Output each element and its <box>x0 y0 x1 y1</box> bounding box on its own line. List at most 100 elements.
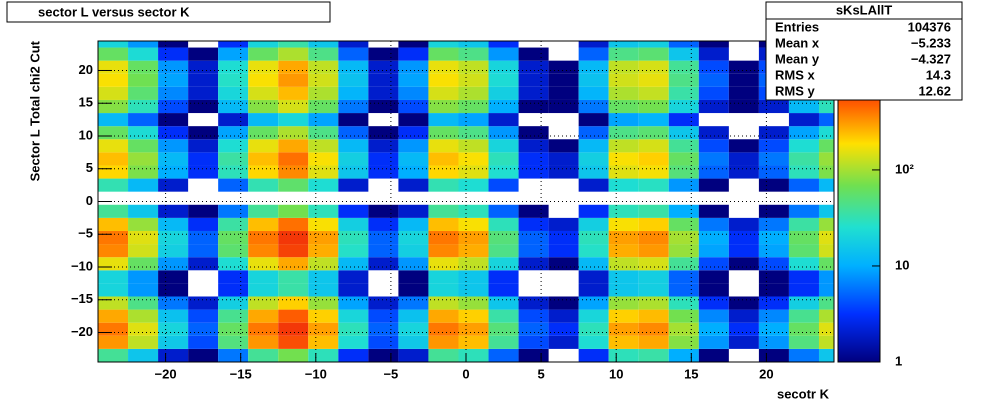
cell <box>818 152 834 166</box>
cell <box>818 139 834 153</box>
cell <box>548 165 579 179</box>
cell <box>248 230 279 245</box>
cell <box>308 99 339 114</box>
cell <box>248 41 279 48</box>
stats-name: Mean x <box>775 35 820 50</box>
cell <box>308 86 339 100</box>
cell <box>218 41 249 48</box>
y-tick-label: 20 <box>79 62 93 77</box>
cell <box>308 230 339 245</box>
cell <box>458 47 489 61</box>
cell <box>158 73 189 87</box>
cell <box>698 165 729 179</box>
cell <box>278 270 309 284</box>
cell <box>398 165 429 179</box>
cell <box>368 99 399 114</box>
cell <box>278 283 309 297</box>
cell <box>488 322 519 336</box>
cell <box>188 348 219 362</box>
cell <box>638 139 669 153</box>
cell <box>398 244 429 258</box>
cell <box>398 99 429 114</box>
x-tick-label: 5 <box>537 366 544 381</box>
cell <box>278 86 309 100</box>
cell <box>518 296 549 310</box>
cell <box>458 283 489 297</box>
cell <box>248 244 279 258</box>
x-tick-label: −20 <box>155 366 177 381</box>
cell <box>128 270 159 284</box>
cell <box>218 139 249 153</box>
cell <box>668 204 699 218</box>
cell <box>128 99 159 114</box>
cell <box>128 217 159 231</box>
cell <box>158 335 189 349</box>
cell <box>488 60 519 74</box>
cell <box>728 152 759 166</box>
cell <box>398 335 429 349</box>
cell <box>818 165 834 179</box>
cell <box>158 257 189 271</box>
cell <box>218 230 249 245</box>
cell <box>278 309 309 323</box>
cell <box>698 41 729 48</box>
cell <box>338 257 369 271</box>
cell <box>728 139 759 153</box>
cell <box>218 126 249 140</box>
cell <box>578 86 609 100</box>
cell <box>698 270 729 284</box>
cell <box>368 296 399 310</box>
cell <box>608 113 639 127</box>
cell <box>428 99 459 114</box>
cell <box>278 178 309 192</box>
cell <box>158 178 189 192</box>
cell <box>218 47 249 61</box>
cell <box>278 152 309 166</box>
cell <box>458 217 489 231</box>
cell <box>728 60 759 74</box>
cell <box>98 47 129 61</box>
cell <box>308 322 339 336</box>
cell <box>638 230 669 245</box>
cell <box>548 217 579 231</box>
stats-name: RMS y <box>775 83 816 98</box>
cell <box>578 296 609 310</box>
cell <box>488 178 519 192</box>
cell <box>788 217 819 231</box>
cell <box>158 41 189 48</box>
cell <box>668 139 699 153</box>
cell <box>758 152 789 166</box>
cell <box>698 178 729 192</box>
cell <box>218 217 249 231</box>
cell <box>728 86 759 100</box>
cell <box>758 230 789 245</box>
cell <box>158 204 189 218</box>
cell <box>578 257 609 271</box>
cell <box>728 322 759 336</box>
cell <box>98 309 129 323</box>
cell <box>278 126 309 140</box>
cell <box>158 60 189 74</box>
stats-name: Mean y <box>775 51 820 66</box>
cell <box>608 257 639 271</box>
cell <box>278 113 309 127</box>
cell <box>638 348 669 362</box>
cell <box>608 41 639 48</box>
cell <box>578 126 609 140</box>
cell <box>458 335 489 349</box>
cell <box>308 178 339 192</box>
z-tick-label: 10 <box>895 257 909 272</box>
cell <box>458 322 489 336</box>
cell <box>368 165 399 179</box>
x-tick-label: 20 <box>759 366 773 381</box>
cell <box>428 204 459 218</box>
cell <box>398 60 429 74</box>
cell <box>458 309 489 323</box>
cell <box>458 99 489 114</box>
cell <box>278 47 309 61</box>
cell <box>608 152 639 166</box>
cell <box>518 60 549 74</box>
cell <box>548 309 579 323</box>
cell <box>458 60 489 74</box>
cell <box>98 99 129 114</box>
